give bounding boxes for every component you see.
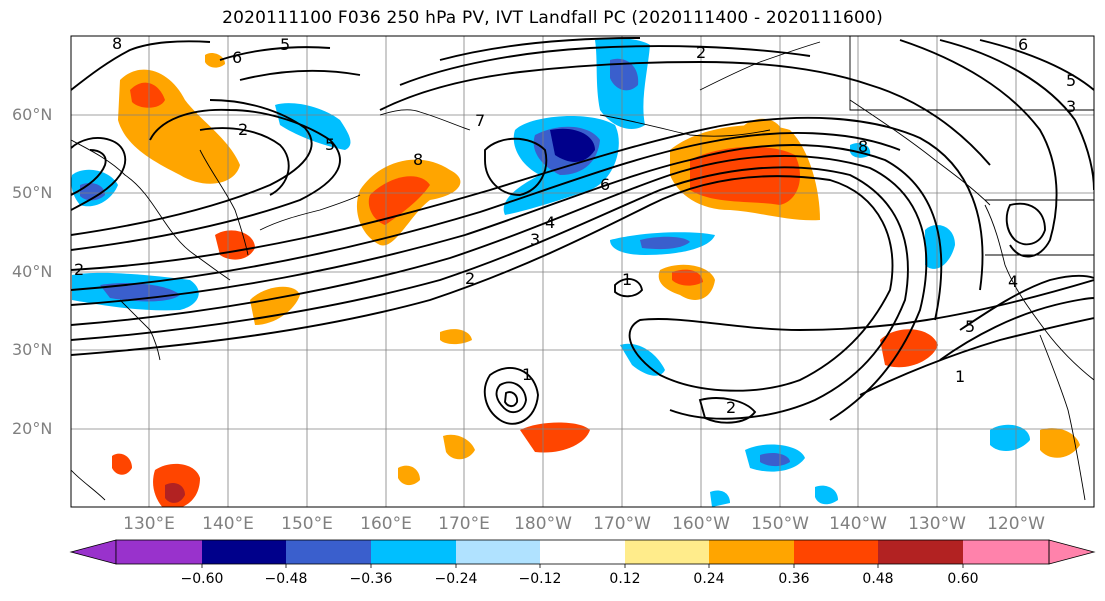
colorbar-segment [540,540,625,564]
contour-label: 8 [112,34,122,53]
colorbar-tick-label: −0.60 [180,571,224,587]
contour-label: 8 [413,150,423,169]
contour-label: 1 [522,365,532,384]
contour-label: 5 [280,35,290,54]
colorbar-segment [116,540,202,564]
lon-label: 170°E [438,514,490,534]
lat-label: 30°N [12,340,53,359]
contour-label: 2 [696,43,706,62]
lat-label: 60°N [12,105,53,124]
lon-label: 130°W [908,514,966,534]
colorbar-segment [963,540,1049,564]
contour-label: 2 [238,120,248,139]
colorbar-tick-label: 0.36 [778,571,810,587]
lat-label: 40°N [12,262,53,281]
contour-label: 5 [1066,71,1076,90]
plot-frame [70,35,1095,508]
colorbar-tick-label: −0.48 [264,571,308,587]
colorbar-tick-label: 0.24 [693,571,725,587]
colorbar-segment [202,540,286,564]
colorbar-tick-label: 0.48 [862,571,894,587]
lat-label: 20°N [12,419,53,438]
lon-label: 140°W [829,514,887,534]
lon-label: 140°E [202,514,254,534]
colorbar-tick-label: 0.12 [609,571,641,587]
contour-label: 7 [475,111,485,130]
colorbar-extend-low [69,539,117,565]
contour-label: 3 [530,230,540,249]
lon-label: 130°E [123,514,175,534]
contour-label: 6 [600,175,610,194]
colorbar-segment [456,540,540,564]
contour-labels: 8 6 5 2 2 5 7 8 6 4 3 2 1 8 4 5 1 2 1 6 … [74,34,1076,417]
lat-label: 50°N [12,183,53,202]
lon-label: 150°E [281,514,333,534]
colorbar [69,539,1096,568]
colorbar-segment [371,540,456,564]
contour-label: 6 [1018,35,1028,54]
colorbar-tick-label: −0.24 [434,571,478,587]
colorbar-tick-label: −0.36 [349,571,393,587]
colorbar-tick-label: −0.12 [518,571,562,587]
colorbar-segment [625,540,709,564]
contour-label: 2 [74,260,84,279]
lon-label: 160°E [360,514,412,534]
contour-label: 3 [1066,97,1076,116]
colorbar-frame [115,539,1050,565]
colorbar-segment [878,540,963,564]
coastlines [71,36,1094,501]
map-title: 2020111100 F036 250 hPa PV, IVT Landfall… [222,8,883,28]
colorbar-tick-label: 0.60 [947,571,979,587]
colorbar-segment [286,540,371,564]
contour-label: 2 [726,398,736,417]
contour-label: 6 [232,48,242,67]
contour-label: 5 [325,135,335,154]
lon-label: 120°W [987,514,1045,534]
lon-label: 150°W [751,514,809,534]
colorbar-extend-high [1048,539,1096,565]
pv-contours [71,37,1094,425]
lon-label: 180°W [514,514,572,534]
contour-label: 4 [545,213,555,232]
contour-label: 1 [955,367,965,386]
contour-label: 5 [965,317,975,336]
colorbar-segment [794,540,878,564]
contour-label: 2 [465,269,475,288]
contour-label: 8 [858,137,868,156]
contour-label: 1 [622,270,632,289]
contour-label: 4 [1008,272,1018,291]
lon-label: 160°W [672,514,730,534]
colorbar-segment [709,540,794,564]
lon-label: 170°W [593,514,651,534]
